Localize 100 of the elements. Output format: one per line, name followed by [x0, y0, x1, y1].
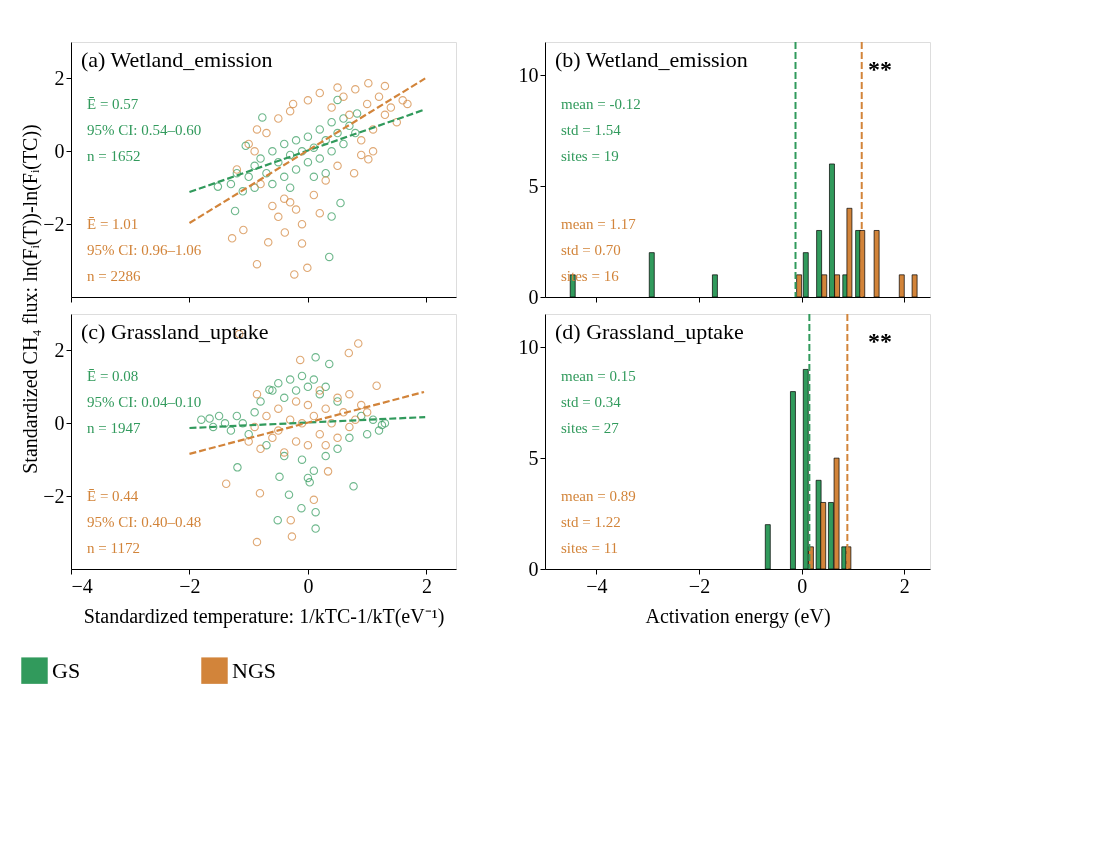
point: [380, 110, 390, 120]
point: [364, 155, 373, 164]
point: [333, 95, 342, 105]
x-tick-label: 2: [899, 574, 910, 597]
x-tick-label: 0: [303, 574, 314, 597]
point: [262, 128, 271, 138]
annotation: std = 1.54: [561, 122, 622, 138]
point: [327, 147, 336, 156]
point: [356, 136, 366, 145]
point: [285, 150, 295, 160]
annotation: mean = 0.89: [561, 488, 636, 504]
annotation: n = 1652: [87, 148, 141, 164]
point: [327, 117, 336, 127]
point: [297, 219, 307, 229]
point: [288, 99, 298, 109]
chart-title: (d) Grassland_uptake: [555, 319, 744, 344]
y-tick-label: 10: [518, 63, 539, 86]
point: [351, 128, 360, 138]
annotation: mean = -0.12: [561, 96, 641, 112]
annotation: sites = 11: [561, 540, 619, 556]
point: [339, 92, 348, 101]
point: [250, 147, 259, 156]
point: [403, 99, 412, 109]
chart-title: (c) Grassland_uptake: [81, 319, 269, 344]
y-tick-label: 0: [528, 285, 539, 308]
annotation: 95% CI: 0.40–0.48: [87, 514, 202, 530]
x-tick-label: −4: [586, 574, 608, 597]
point: [258, 113, 267, 122]
point: [339, 139, 348, 149]
point: [238, 187, 248, 196]
point: [303, 96, 313, 105]
x-axis-title: Activation energy (eV): [645, 604, 831, 628]
y-tick-label: 0: [54, 139, 65, 162]
annotation: 95% CI: 0.96–1.06: [87, 242, 202, 258]
point: [262, 168, 271, 178]
point: [232, 168, 242, 178]
point: [268, 147, 277, 156]
point: [297, 239, 307, 248]
annotation: Ē = 0.57: [87, 96, 139, 112]
point: [327, 103, 336, 112]
point: [364, 78, 373, 88]
point: [268, 201, 277, 211]
point: [315, 88, 325, 98]
point: [349, 168, 359, 178]
point: [303, 132, 313, 141]
annotation: mean = 0.15: [561, 368, 636, 384]
annotation: sites = 16: [561, 268, 620, 284]
point: [256, 179, 265, 189]
point: [285, 198, 295, 207]
annotation: n = 2286: [87, 268, 141, 284]
y-tick-label: 2: [54, 66, 65, 89]
point: [386, 103, 396, 112]
x-tick-label: −4: [71, 574, 93, 597]
point: [380, 81, 390, 91]
point: [315, 208, 325, 218]
point: [268, 179, 277, 189]
annotation: Ē = 0.08: [87, 368, 139, 384]
x-tick-label: 2: [421, 574, 432, 597]
point: [339, 114, 348, 123]
x-tick-label: −2: [179, 574, 201, 597]
point: [280, 228, 290, 237]
point: [303, 157, 313, 167]
point: [309, 172, 319, 182]
point: [252, 125, 262, 134]
y-tick-label: 0: [54, 411, 65, 434]
point: [309, 190, 319, 200]
x-tick-label: 0: [797, 574, 808, 597]
point: [274, 157, 283, 167]
point: [309, 143, 319, 152]
point: [345, 121, 354, 131]
point: [315, 154, 325, 163]
annotation: Ē = 0.44: [87, 488, 139, 504]
annotation: std = 1.22: [561, 514, 621, 530]
point: [274, 212, 283, 222]
point: [303, 263, 312, 273]
point: [368, 125, 378, 134]
point: [250, 161, 259, 171]
y-tick-label: 5: [528, 174, 539, 197]
point: [285, 183, 295, 192]
point: [333, 83, 342, 92]
point: [227, 234, 237, 243]
point: [351, 85, 360, 94]
y-tick-label: −2: [43, 484, 65, 507]
annotation: std = 0.70: [561, 242, 621, 258]
point: [291, 205, 301, 214]
point: [263, 238, 273, 247]
point: [290, 270, 299, 279]
point: [321, 168, 330, 178]
point: [291, 165, 301, 174]
point: [333, 161, 342, 171]
point: [279, 172, 289, 182]
point: [356, 150, 366, 160]
point: [250, 183, 259, 192]
point: [213, 182, 223, 191]
point: [398, 96, 407, 105]
annotation: n = 1172: [87, 540, 140, 556]
annotation: n = 1947: [87, 420, 141, 436]
y-axis-title: Standardized CH₄ flux: ln(Fᵢ(T))-ln(Fᵢ(TC)): [19, 124, 42, 474]
point: [279, 139, 289, 149]
x-tick-label: −2: [688, 574, 711, 597]
